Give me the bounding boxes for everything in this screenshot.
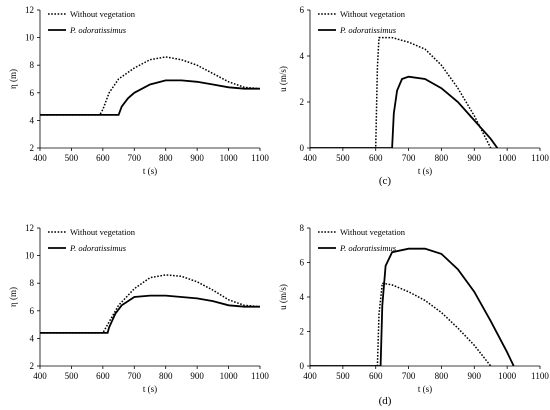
y-tick-label: 4 <box>30 115 35 125</box>
series-line-p-odoratissimus <box>40 79 260 116</box>
y-tick-label: 8 <box>30 278 35 288</box>
x-tick-label: 1100 <box>251 371 269 381</box>
y-tick-label: 2 <box>300 97 305 107</box>
legend-label: P. odoratissimus <box>69 25 127 35</box>
y-tick-label: 6 <box>30 88 35 98</box>
y-axis-title: u (m/s) <box>278 66 288 92</box>
x-tick-label: 800 <box>435 371 449 381</box>
x-axis-title: t (s) <box>418 384 432 394</box>
y-tick-label: 12 <box>25 5 34 15</box>
x-tick-label: 1000 <box>498 153 517 163</box>
x-tick-label: 1100 <box>251 153 269 163</box>
x-tick-label: 600 <box>369 371 383 381</box>
legend-label: Without vegetation <box>70 9 136 19</box>
x-axis-title: t (s) <box>143 384 157 394</box>
series-line-p-odoratissimus <box>310 75 499 148</box>
x-tick-label: 1000 <box>498 371 517 381</box>
y-tick-label: 8 <box>30 60 35 70</box>
y-tick-label: 2 <box>30 143 35 153</box>
y-tick-label: 2 <box>30 361 35 371</box>
x-tick-label: 500 <box>65 153 79 163</box>
x-tick-label: 700 <box>128 371 142 381</box>
x-tick-label: 500 <box>336 371 350 381</box>
x-axis-title: t (s) <box>143 166 157 176</box>
legend-label: Without vegetation <box>340 9 406 19</box>
y-axis-title: η (m) <box>8 69 18 89</box>
x-tick-label: 700 <box>402 371 416 381</box>
legend-label: Without vegetation <box>340 227 406 237</box>
x-tick-label: 400 <box>303 371 317 381</box>
x-tick-label: 900 <box>468 153 482 163</box>
x-tick-label: 1000 <box>220 371 239 381</box>
chart-panel-2: 400 500 600 700 800 900 1000 1100 0 2 4 6 t (s) u (m/… <box>278 5 549 187</box>
x-tick-label: 400 <box>303 153 317 163</box>
x-tick-label: 800 <box>159 153 173 163</box>
chart-panel-1: 400 500 600 700 800 900 1000 1100 2 4 6 8 10 12 t (s) η… <box>8 5 269 176</box>
series-line-without-vegetation <box>310 282 492 366</box>
chart-panel-3: 400 500 600 700 800 900 1000 1100 2 4 6 8 10 12 t (s) η… <box>8 223 269 394</box>
legend-label: P. odoratissimus <box>339 243 397 253</box>
x-tick-label: 700 <box>128 153 142 163</box>
x-tick-label: 600 <box>96 371 110 381</box>
series-line-without-vegetation <box>310 36 492 148</box>
y-axis-title: η (m) <box>8 287 18 307</box>
x-tick-label: 900 <box>190 371 204 381</box>
y-tick-label: 10 <box>25 33 35 43</box>
y-axis-title: u (m/s) <box>278 284 288 310</box>
y-tick-label: 6 <box>300 258 305 268</box>
legend-label: Without vegetation <box>70 227 136 237</box>
y-tick-label: 0 <box>300 361 305 371</box>
x-axis-title: t (s) <box>418 166 432 176</box>
series-line-p-odoratissimus <box>310 247 515 366</box>
y-tick-label: 4 <box>300 292 305 302</box>
y-tick-label: 2 <box>300 327 305 337</box>
x-tick-label: 600 <box>96 153 110 163</box>
y-tick-label: 8 <box>300 223 305 233</box>
panel-label: (c) <box>379 175 392 187</box>
x-tick-label: 800 <box>435 153 449 163</box>
y-tick-label: 6 <box>300 5 305 15</box>
x-tick-label: 1000 <box>220 153 239 163</box>
series-line-without-vegetation <box>40 56 260 116</box>
y-tick-label: 4 <box>300 51 305 61</box>
x-tick-label: 600 <box>369 153 383 163</box>
panel-label: (d) <box>379 395 392 407</box>
chart-panel-4: 400 500 600 700 800 900 1000 1100 0 2 4 6 8 t (s) u (m… <box>278 223 549 407</box>
x-tick-label: 800 <box>159 371 173 381</box>
x-tick-label: 700 <box>402 153 416 163</box>
series-line-p-odoratissimus <box>40 294 260 334</box>
x-tick-label: 400 <box>33 153 47 163</box>
x-tick-label: 1100 <box>531 371 549 381</box>
y-tick-label: 4 <box>30 333 35 343</box>
series-line-without-vegetation <box>40 274 260 334</box>
x-tick-label: 500 <box>336 153 350 163</box>
x-tick-label: 500 <box>65 371 79 381</box>
x-tick-label: 900 <box>190 153 204 163</box>
y-tick-label: 10 <box>25 251 35 261</box>
legend-label: P. odoratissimus <box>339 25 397 35</box>
y-tick-label: 0 <box>300 143 305 153</box>
legend-label: P. odoratissimus <box>69 243 127 253</box>
y-tick-label: 12 <box>25 223 34 233</box>
x-tick-label: 1100 <box>531 153 549 163</box>
x-tick-label: 900 <box>468 371 482 381</box>
x-tick-label: 400 <box>33 371 47 381</box>
y-tick-label: 6 <box>30 306 35 316</box>
